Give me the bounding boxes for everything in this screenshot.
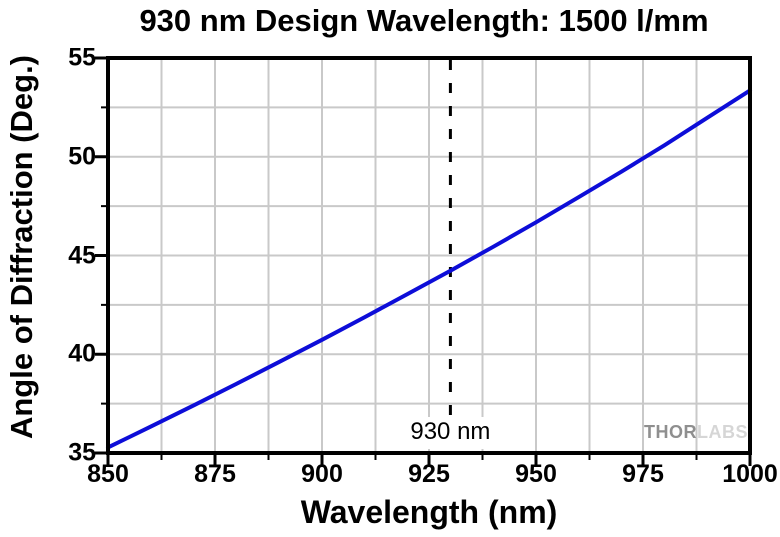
x-tick-label: 900 [301, 460, 343, 488]
x-tick-label: 1000 [722, 460, 778, 488]
y-tick-label: 55 [68, 43, 96, 72]
y-tick-label: 35 [68, 438, 96, 467]
x-tick-label: 950 [515, 460, 557, 488]
thorlabs-logo-thor: THOR [644, 422, 697, 442]
x-tick-label: 925 [408, 460, 450, 488]
x-axis-label: Wavelength (nm) [300, 494, 558, 530]
y-tick-label: 45 [68, 241, 96, 269]
y-tick-label: 50 [68, 142, 96, 171]
chart-title: 930 nm Design Wavelength: 1500 l/mm [139, 3, 709, 38]
thorlabs-logo: THORLABS [644, 422, 748, 443]
y-tick-label: 40 [68, 339, 96, 368]
x-tick-label: 850 [87, 460, 129, 488]
x-tick-label: 875 [194, 460, 236, 488]
x-tick-label: 975 [622, 460, 664, 488]
design-wavelength-annotation: 930 nm [403, 417, 498, 449]
thorlabs-logo-labs: LABS [697, 422, 748, 442]
